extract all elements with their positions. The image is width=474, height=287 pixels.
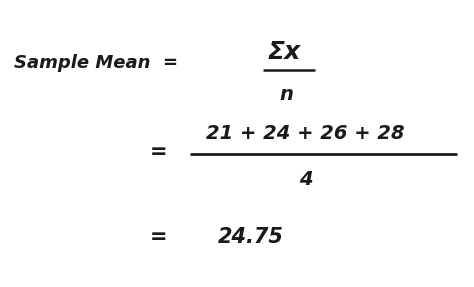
Text: Sample Mean  =: Sample Mean = (14, 54, 178, 72)
Text: =: = (150, 227, 167, 247)
Text: 21 + 24 + 26 + 28: 21 + 24 + 26 + 28 (206, 124, 405, 143)
Text: n: n (280, 85, 294, 104)
Text: =: = (150, 142, 167, 162)
Text: 4: 4 (299, 170, 312, 189)
Text: 24.75: 24.75 (218, 227, 284, 247)
Text: Σx: Σx (268, 40, 301, 64)
